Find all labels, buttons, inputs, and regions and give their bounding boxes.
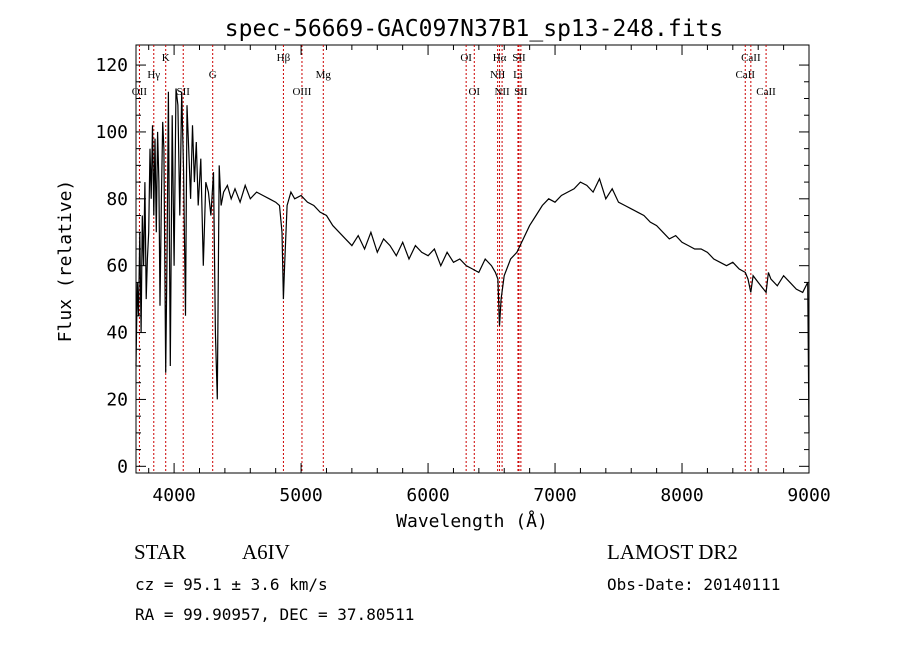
line-marker-label: SII <box>512 52 526 64</box>
object-class: STAR <box>134 540 186 564</box>
line-marker-label: Hα <box>493 52 507 64</box>
spectrum-line <box>135 88 810 433</box>
line-marker-label: G <box>209 69 217 81</box>
info-panel: STAR A6IV cz = 95.1 ± 3.6 km/s RA = 99.9… <box>134 540 780 624</box>
line-marker-label: Hγ <box>147 69 160 81</box>
survey-name: LAMOST DR2 <box>607 540 738 564</box>
chart-title: spec-56669-GAC097N37B1_sp13-248.fits <box>225 16 724 42</box>
y-axis-label: Flux (relative) <box>55 180 76 343</box>
plot-frame <box>135 44 810 474</box>
line-markers <box>138 45 767 473</box>
x-tick-label: 6000 <box>406 485 449 506</box>
y-tick-label: 40 <box>106 323 128 344</box>
x-tick-label: 7000 <box>533 485 576 506</box>
line-marker-label: OI <box>468 86 480 98</box>
line-marker-label: Hβ <box>277 52 291 64</box>
line-marker-labels: OII HγK SII G Hβ OIII Mg OI OI Hα NII NII SII SII Li Ca… <box>132 52 776 98</box>
line-marker-label: CaII <box>735 69 755 81</box>
x-tick-label: 4000 <box>152 485 195 506</box>
line-marker-label: Li <box>513 69 523 81</box>
line-marker-label: OII <box>132 86 148 98</box>
line-marker-label: NII <box>490 69 506 81</box>
line-marker-label: Mg <box>316 69 332 81</box>
line-marker-label: NII <box>494 86 510 98</box>
line-marker-label: SII <box>177 86 191 98</box>
x-axis-ticks: 4000 5000 6000 7000 8000 9000 <box>148 45 831 506</box>
y-axis-ticks: 0 20 40 60 80 100 120 <box>95 55 809 477</box>
line-marker-label: SII <box>514 86 528 98</box>
x-tick-label: 9000 <box>787 485 830 506</box>
line-marker-label: K <box>162 52 170 64</box>
y-tick-label: 20 <box>106 389 128 410</box>
x-axis-label: Wavelength (Å) <box>396 510 548 532</box>
line-marker-label: OI <box>460 52 472 64</box>
y-tick-label: 0 <box>117 456 128 477</box>
y-tick-label: 60 <box>106 256 128 277</box>
coordinates-text: RA = 99.90957, DEC = 37.80511 <box>135 605 414 624</box>
line-marker-label: OIII <box>292 86 311 98</box>
line-marker-label: CaII <box>741 52 761 64</box>
obs-date: Obs-Date: 20140111 <box>607 575 780 594</box>
object-subclass: A6IV <box>242 540 290 564</box>
x-tick-label: 5000 <box>279 485 322 506</box>
line-marker-label: CaII <box>756 86 776 98</box>
redshift-text: cz = 95.1 ± 3.6 km/s <box>135 575 328 594</box>
x-tick-label: 8000 <box>660 485 703 506</box>
y-tick-label: 100 <box>95 122 128 143</box>
y-tick-label: 80 <box>106 189 128 210</box>
y-tick-label: 120 <box>95 55 128 76</box>
plot-area: OII HγK SII G Hβ OIII Mg OI OI Hα NII NII SII SII Li Ca… <box>95 44 831 506</box>
